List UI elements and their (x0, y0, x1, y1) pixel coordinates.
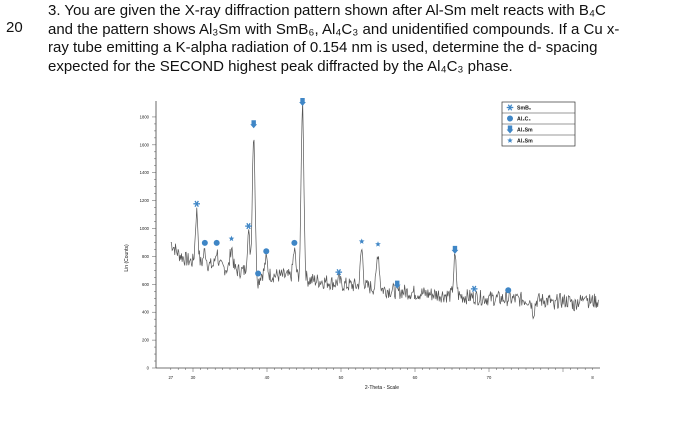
question-line-3: ray tube emitting a K-alpha radiation of… (48, 39, 598, 56)
legend-label: Al₄Sm (517, 138, 533, 144)
x-tick-label: 40 (265, 375, 270, 380)
star-marker (228, 235, 235, 242)
y-tick-label: 0 (147, 366, 150, 371)
circle-marker (255, 270, 262, 277)
legend: SmB₆ Al₄C₃ Al₃Sm Al₄Sm (501, 101, 576, 147)
circle-marker (505, 287, 512, 294)
circle-marker (291, 239, 298, 246)
y-tick-label: 800 (142, 254, 150, 259)
arrow-down-marker (506, 125, 514, 134)
x-axis-label: 2-Theta - Scale (365, 385, 399, 391)
question-text: 3. You are given the X-ray diffraction p… (48, 2, 694, 76)
x-tick-label: 30 (191, 375, 196, 380)
question-line-2: and the pattern shows Al₃Sm with SmB₆, A… (48, 20, 620, 38)
asterisk-marker (245, 222, 252, 230)
xrd-pattern-series (170, 101, 599, 320)
asterisk-stroke (336, 268, 341, 276)
y-tick-label: 1600 (140, 142, 150, 147)
circle-marker (263, 248, 270, 255)
y-tick-label: 1400 (140, 170, 150, 175)
y-tick-label: 1200 (140, 198, 150, 203)
asterisk-stroke (194, 200, 199, 207)
legend-label: SmB₆ (517, 105, 532, 111)
asterisk-stroke (507, 104, 513, 111)
asterisk-stroke (246, 222, 251, 230)
x-tick-label: 27 (168, 375, 173, 380)
circle-marker (507, 115, 513, 122)
asterisk-marker (506, 104, 514, 111)
phase-markers (193, 98, 512, 294)
y-tick-label: 1000 (140, 226, 150, 231)
y-tick-label: 200 (142, 338, 150, 343)
circle-marker (213, 239, 220, 246)
asterisk-marker (335, 268, 343, 276)
x-axis: 27 30 40 50 60 70 8 (156, 367, 600, 380)
question-line-1: 3. You are given the X-ray diffraction p… (48, 2, 606, 19)
y-tick-label: 1800 (140, 114, 150, 119)
arrow-down-marker (250, 120, 258, 129)
y-tick-label: 400 (142, 310, 150, 315)
star-marker (375, 241, 381, 247)
y-axis-label: Lin (Counts) (124, 244, 130, 272)
x-tick-label: 60 (413, 375, 418, 380)
question-number: 20 (6, 19, 23, 36)
arrow-down-marker (451, 245, 459, 254)
legend-label: Al₄C₃ (517, 116, 531, 122)
asterisk-stroke (471, 285, 477, 293)
asterisk-marker (193, 200, 200, 207)
star-marker (507, 137, 513, 143)
x-tick-label: 8 (591, 375, 594, 380)
y-axis: 0 200 400 600 800 1000 1200 1400 1600 1800 (140, 101, 157, 371)
star-marker (358, 238, 365, 244)
arrow-down-marker (393, 280, 401, 289)
asterisk-marker (470, 285, 478, 293)
y-tick-label: 600 (142, 282, 150, 287)
x-tick-label: 50 (339, 375, 344, 380)
xrd-chart: 0 200 400 600 800 1000 1200 1400 1600 1800 27 30 40… (124, 98, 600, 391)
circle-marker (201, 239, 208, 246)
legend-label: Al₃Sm (517, 127, 533, 133)
question-line-4: expected for the SECOND highest peak dif… (48, 57, 513, 75)
arrow-down-marker (299, 98, 306, 106)
x-tick-label: 70 (487, 375, 492, 380)
diffraction-line (170, 101, 599, 320)
